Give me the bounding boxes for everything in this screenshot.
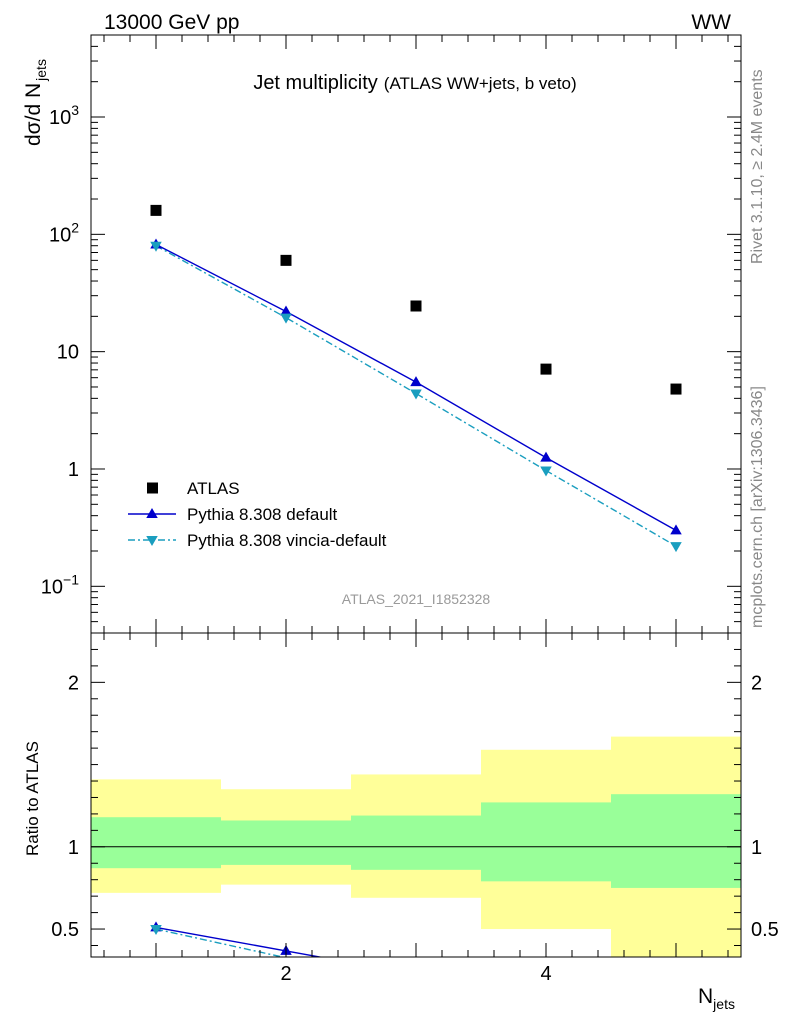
- ratio-line-2: [155, 928, 286, 957]
- data-point-0-2: [410, 300, 422, 312]
- data-point-2-4: [670, 542, 682, 553]
- header-left: 13000 GeV pp: [104, 11, 239, 34]
- data-point-1-4: [670, 524, 682, 535]
- legend: ATLAS Pythia 8.308 default Pythia 8.308 vi…: [128, 479, 387, 550]
- y-tick-label-3: 1: [68, 459, 79, 481]
- ratio-y-axis-label: Ratio to ATLAS: [23, 741, 42, 856]
- y-tick-label-1: 102: [49, 219, 79, 246]
- uncertainty-band-inner-4: [611, 794, 741, 888]
- ratio-tick-label-left-1: 1: [68, 837, 79, 859]
- series-line-2: [155, 245, 677, 547]
- data-point-1-2: [410, 376, 422, 387]
- data-point-0-4: [670, 383, 682, 395]
- y-tick-label-0: 103: [49, 102, 79, 129]
- header-right: WW: [691, 11, 731, 34]
- mcplots-label: mcplots.cern.ch [arXiv:1306.3436]: [749, 386, 766, 628]
- rivet-label: Rivet 3.1.10, ≥ 2.4M events: [749, 69, 766, 264]
- uncertainty-band-inner-3: [481, 802, 611, 882]
- data-point-2-3: [540, 466, 552, 477]
- legend-label-0: ATLAS: [187, 479, 240, 498]
- uncertainty-band-inner-2: [351, 815, 481, 870]
- x-tick-label-0: 2: [280, 963, 291, 985]
- main-panel: Jet multiplicity (ATLAS WW+jets, b veto) …: [41, 34, 742, 634]
- legend-label-1: Pythia 8.308 default: [187, 505, 338, 524]
- legend-label-2: Pythia 8.308 vincia-default: [187, 531, 387, 550]
- legend-marker-2: [146, 536, 158, 546]
- legend-marker-0: [147, 482, 158, 494]
- data-point-2-1: [280, 313, 292, 324]
- ratio-tick-label-right-2: 0.5: [751, 919, 779, 941]
- uncertainty-band-inner-1: [221, 820, 351, 865]
- ratio-line-1: [155, 926, 324, 957]
- y-axis-label: dσ/d Njets: [22, 59, 49, 146]
- data-point-0-3: [540, 363, 552, 375]
- data-point-1-3: [540, 451, 552, 462]
- data-point-1-1: [280, 305, 292, 316]
- data-point-2-0: [150, 241, 162, 252]
- watermark: ATLAS_2021_I1852328: [342, 591, 491, 607]
- chart-title: Jet multiplicity (ATLAS WW+jets, b veto): [253, 72, 576, 94]
- y-tick-label-2: 10: [57, 342, 79, 364]
- legend-marker-1: [146, 508, 158, 518]
- ratio-tick-label-left-0: 2: [68, 672, 79, 694]
- data-point-2-2: [410, 389, 422, 400]
- ratio-tick-label-right-1: 1: [751, 837, 762, 859]
- ratio-point-2-0: [150, 925, 162, 936]
- uncertainty-band-inner-0: [91, 817, 221, 869]
- x-axis-label: Njets: [698, 985, 735, 1012]
- ratio-panel: 2 2 1 1 0.5 0.5 2 4: [51, 35, 779, 985]
- data-point-0-1: [280, 254, 292, 266]
- y-tick-label-4: 10−1: [41, 571, 79, 598]
- ratio-tick-label-left-2: 0.5: [51, 919, 79, 941]
- data-point-0-0: [150, 204, 162, 216]
- x-tick-label-1: 4: [540, 963, 551, 985]
- ratio-tick-label-right-0: 2: [751, 672, 762, 694]
